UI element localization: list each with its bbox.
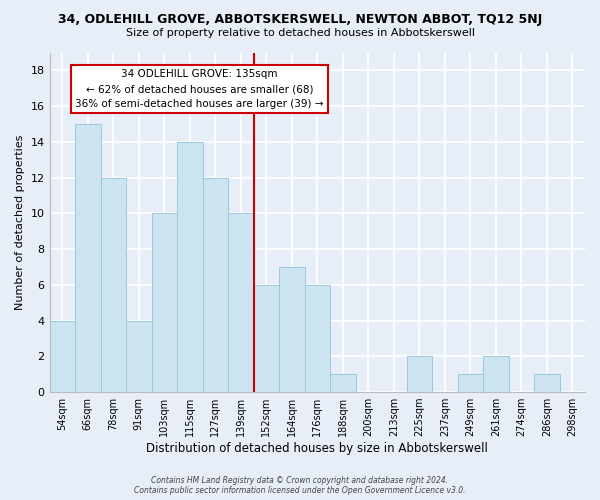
Bar bbox=[254, 285, 279, 392]
Bar bbox=[101, 178, 126, 392]
Text: Size of property relative to detached houses in Abbotskerswell: Size of property relative to detached ho… bbox=[125, 28, 475, 38]
Text: Contains HM Land Registry data © Crown copyright and database right 2024.
Contai: Contains HM Land Registry data © Crown c… bbox=[134, 476, 466, 495]
Bar bbox=[228, 214, 254, 392]
Bar bbox=[75, 124, 101, 392]
Bar bbox=[330, 374, 356, 392]
Bar bbox=[279, 267, 305, 392]
Y-axis label: Number of detached properties: Number of detached properties bbox=[15, 134, 25, 310]
Bar bbox=[534, 374, 560, 392]
Text: 34 ODLEHILL GROVE: 135sqm
← 62% of detached houses are smaller (68)
36% of semi-: 34 ODLEHILL GROVE: 135sqm ← 62% of detac… bbox=[75, 70, 324, 109]
Bar bbox=[407, 356, 432, 392]
Bar bbox=[483, 356, 509, 392]
Bar bbox=[305, 285, 330, 392]
X-axis label: Distribution of detached houses by size in Abbotskerswell: Distribution of detached houses by size … bbox=[146, 442, 488, 455]
Bar bbox=[458, 374, 483, 392]
Bar bbox=[50, 320, 75, 392]
Text: 34, ODLEHILL GROVE, ABBOTSKERSWELL, NEWTON ABBOT, TQ12 5NJ: 34, ODLEHILL GROVE, ABBOTSKERSWELL, NEWT… bbox=[58, 12, 542, 26]
Bar bbox=[203, 178, 228, 392]
Bar bbox=[177, 142, 203, 392]
Bar bbox=[152, 214, 177, 392]
Bar bbox=[126, 320, 152, 392]
